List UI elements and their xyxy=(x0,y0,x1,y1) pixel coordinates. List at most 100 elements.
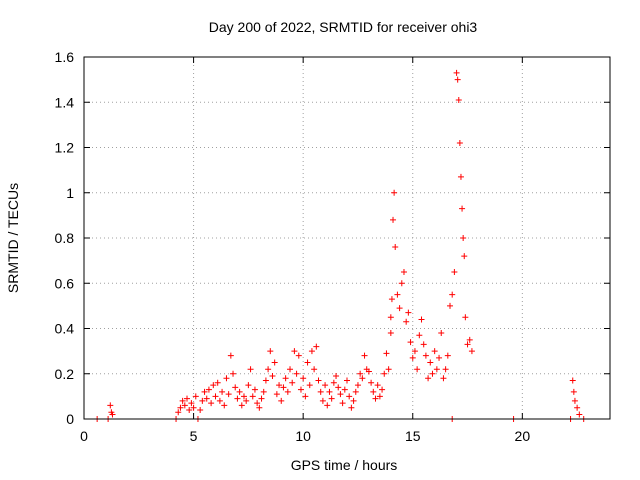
data-point xyxy=(313,343,320,350)
data-point xyxy=(462,314,469,321)
data-point xyxy=(400,268,407,275)
data-point xyxy=(212,393,219,400)
data-point xyxy=(247,366,254,373)
data-point xyxy=(453,69,460,76)
data-point xyxy=(319,397,326,404)
data-point xyxy=(232,384,239,391)
data-point xyxy=(379,386,386,393)
data-point xyxy=(243,397,250,404)
data-point xyxy=(225,391,232,398)
x-tick-label: 20 xyxy=(515,428,531,444)
data-point xyxy=(265,366,272,373)
data-point xyxy=(569,377,576,384)
data-point xyxy=(199,397,206,404)
data-point xyxy=(238,402,245,409)
data-point xyxy=(396,305,403,312)
data-point xyxy=(308,348,315,355)
data-point xyxy=(381,370,388,377)
x-tick-label: 10 xyxy=(295,428,311,444)
data-point xyxy=(317,388,324,395)
y-tick-label: 1.6 xyxy=(55,49,75,65)
data-point xyxy=(456,139,463,146)
data-point xyxy=(304,359,311,366)
data-point xyxy=(188,400,195,407)
data-point xyxy=(454,76,461,83)
data-point xyxy=(192,393,199,400)
x-axis-label: GPS time / hours xyxy=(291,457,398,473)
data-point xyxy=(438,330,445,337)
data-point xyxy=(348,404,355,411)
data-point xyxy=(293,370,300,377)
data-point xyxy=(337,391,344,398)
data-point xyxy=(280,384,287,391)
data-point xyxy=(405,309,412,316)
data-point xyxy=(251,386,258,393)
data-point xyxy=(284,388,291,395)
data-point xyxy=(276,382,283,389)
data-point xyxy=(216,397,223,404)
data-point xyxy=(449,291,456,298)
data-point xyxy=(468,348,475,355)
y-tick-label: 1.2 xyxy=(55,140,75,156)
data-point xyxy=(333,373,340,380)
y-tick-label: 0.2 xyxy=(55,366,75,382)
data-point xyxy=(387,330,394,337)
data-point xyxy=(210,382,217,389)
data-point xyxy=(306,382,313,389)
data-point xyxy=(570,388,577,395)
data-point xyxy=(411,348,418,355)
data-point xyxy=(203,395,210,402)
data-point xyxy=(409,354,416,361)
data-point xyxy=(416,332,423,339)
data-point xyxy=(184,395,191,402)
data-point xyxy=(291,348,298,355)
data-point xyxy=(459,205,466,212)
data-point xyxy=(208,400,215,407)
data-point xyxy=(403,318,410,325)
data-point xyxy=(339,400,346,407)
data-point xyxy=(429,370,436,377)
data-point xyxy=(427,359,434,366)
data-point xyxy=(576,411,583,418)
data-point xyxy=(455,96,462,103)
data-point xyxy=(278,397,285,404)
axis-ticks: 0 0.2 0.4 0.6 0.8 1 1.2 1.4 1.6 0 5 10 15 20 xyxy=(55,49,610,444)
data-point xyxy=(256,404,263,411)
data-point xyxy=(273,391,280,398)
data-point xyxy=(372,395,379,402)
data-point xyxy=(383,350,390,357)
plot-frame xyxy=(83,56,611,420)
data-point xyxy=(431,348,438,355)
y-tick-label: 0.8 xyxy=(55,230,75,246)
chart-title: Day 200 of 2022, SRMTID for receiver ohi… xyxy=(209,19,478,35)
data-point xyxy=(461,253,468,260)
grid xyxy=(84,57,610,419)
data-point xyxy=(107,402,114,409)
data-point xyxy=(457,173,464,180)
data-point xyxy=(221,402,228,409)
data-point xyxy=(442,366,449,373)
data-point xyxy=(322,382,329,389)
data-point xyxy=(390,216,397,223)
data-point xyxy=(335,384,342,391)
data-point xyxy=(234,395,241,402)
data-point xyxy=(451,268,458,275)
data-point xyxy=(365,368,372,375)
data-point xyxy=(391,189,398,196)
data-point xyxy=(267,348,274,355)
data-point xyxy=(368,379,375,386)
data-point xyxy=(214,379,221,386)
data-point xyxy=(433,366,440,373)
y-tick-label: 1.4 xyxy=(55,94,75,110)
data-point xyxy=(388,296,395,303)
data-point xyxy=(436,354,443,361)
data-point xyxy=(571,397,578,404)
y-tick-label: 1 xyxy=(66,185,74,201)
y-tick-label: 0 xyxy=(66,411,74,427)
data-point xyxy=(407,339,414,346)
data-point xyxy=(249,393,256,400)
data-point xyxy=(326,388,333,395)
data-point xyxy=(574,404,581,411)
data-point xyxy=(376,393,383,400)
